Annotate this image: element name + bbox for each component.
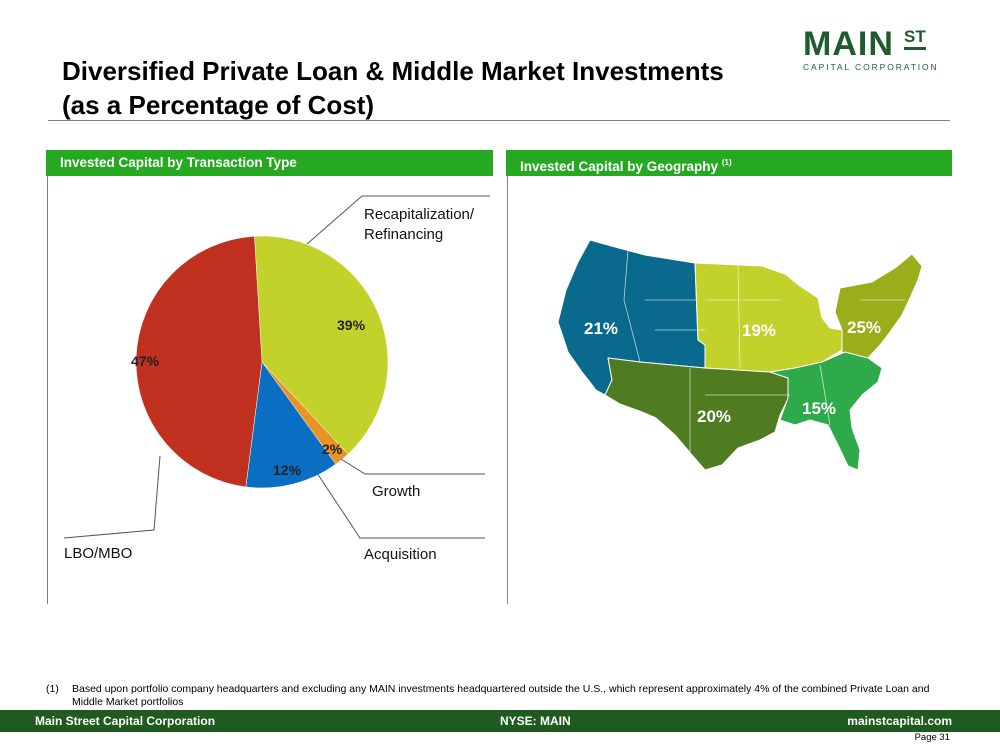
midwest-pct-label: 19% (742, 321, 776, 340)
recap-pct-label: 39% (337, 317, 366, 333)
right-panel-border (507, 176, 508, 604)
pie-slice-recap (254, 235, 389, 455)
footer-ticker: NYSE: MAIN (500, 714, 571, 728)
acquisition-pct-label: 12% (273, 462, 302, 478)
growth-pct-label: 2% (322, 441, 343, 457)
growth-callout-line (340, 458, 485, 475)
northeast-pct-label: 25% (847, 318, 881, 337)
footnote-text: Based upon portfolio company headquarter… (72, 683, 930, 708)
recap-label-line1: Recapitalization/ (364, 206, 475, 223)
logo-st-text: ST (904, 28, 926, 50)
transaction-type-pie (135, 235, 389, 489)
footer-website[interactable]: mainstcapital.com (847, 714, 952, 728)
acquisition-label: Acquisition (364, 546, 437, 563)
title-line-1: Diversified Private Loan & Middle Market… (62, 56, 724, 86)
footnote-ref: (1) (721, 158, 732, 167)
growth-label: Growth (372, 483, 420, 500)
logo-subtitle: CAPITAL CORPORATION (803, 62, 939, 72)
company-logo: MAIN ST CAPITAL CORPORATION (803, 26, 943, 74)
left-panel-border (47, 176, 48, 604)
footnote-number: (1) (46, 683, 59, 695)
title-divider (48, 120, 950, 121)
transaction-type-header: Invested Capital by Transaction Type (46, 150, 493, 176)
southeast-pct-label: 15% (802, 399, 836, 418)
recap-label-line2: Refinancing (364, 226, 443, 243)
west-pct-label: 21% (584, 319, 618, 338)
logo-main-text: MAIN (803, 25, 894, 63)
page-number: Page 31 (914, 732, 950, 743)
map-region-midwest (694, 262, 846, 373)
geography-title: Invested Capital by Geography (520, 159, 719, 174)
geography-header: Invested Capital by Geography (1) (506, 150, 952, 176)
acquisition-callout-line (316, 472, 485, 539)
lbo-callout-line (63, 455, 161, 539)
page-title: Diversified Private Loan & Middle Market… (62, 54, 802, 122)
lbo-pct-label: 47% (131, 353, 160, 369)
pie-slice-lbo (135, 235, 263, 488)
pie-callout-lines (63, 195, 490, 539)
us-geography-map (557, 239, 923, 471)
pie-slice-acquisition (245, 361, 337, 489)
footer-bar: Main Street Capital Corporation NYSE: MA… (0, 710, 1000, 732)
title-line-2: (as a Percentage of Cost) (62, 90, 375, 120)
lbo-label: LBO/MBO (64, 545, 132, 562)
southwest-pct-label: 20% (697, 407, 731, 426)
recap-callout-line (306, 195, 490, 245)
transaction-type-title: Invested Capital by Transaction Type (60, 155, 297, 170)
map-region-northeast (834, 253, 923, 367)
footer-company: Main Street Capital Corporation (35, 714, 216, 728)
map-region-southeast (769, 351, 883, 471)
